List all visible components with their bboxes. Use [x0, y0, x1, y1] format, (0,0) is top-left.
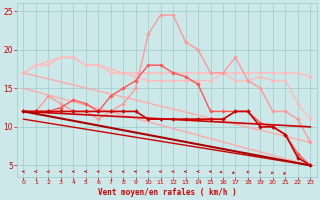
X-axis label: Vent moyen/en rafales ( km/h ): Vent moyen/en rafales ( km/h )	[98, 188, 236, 197]
